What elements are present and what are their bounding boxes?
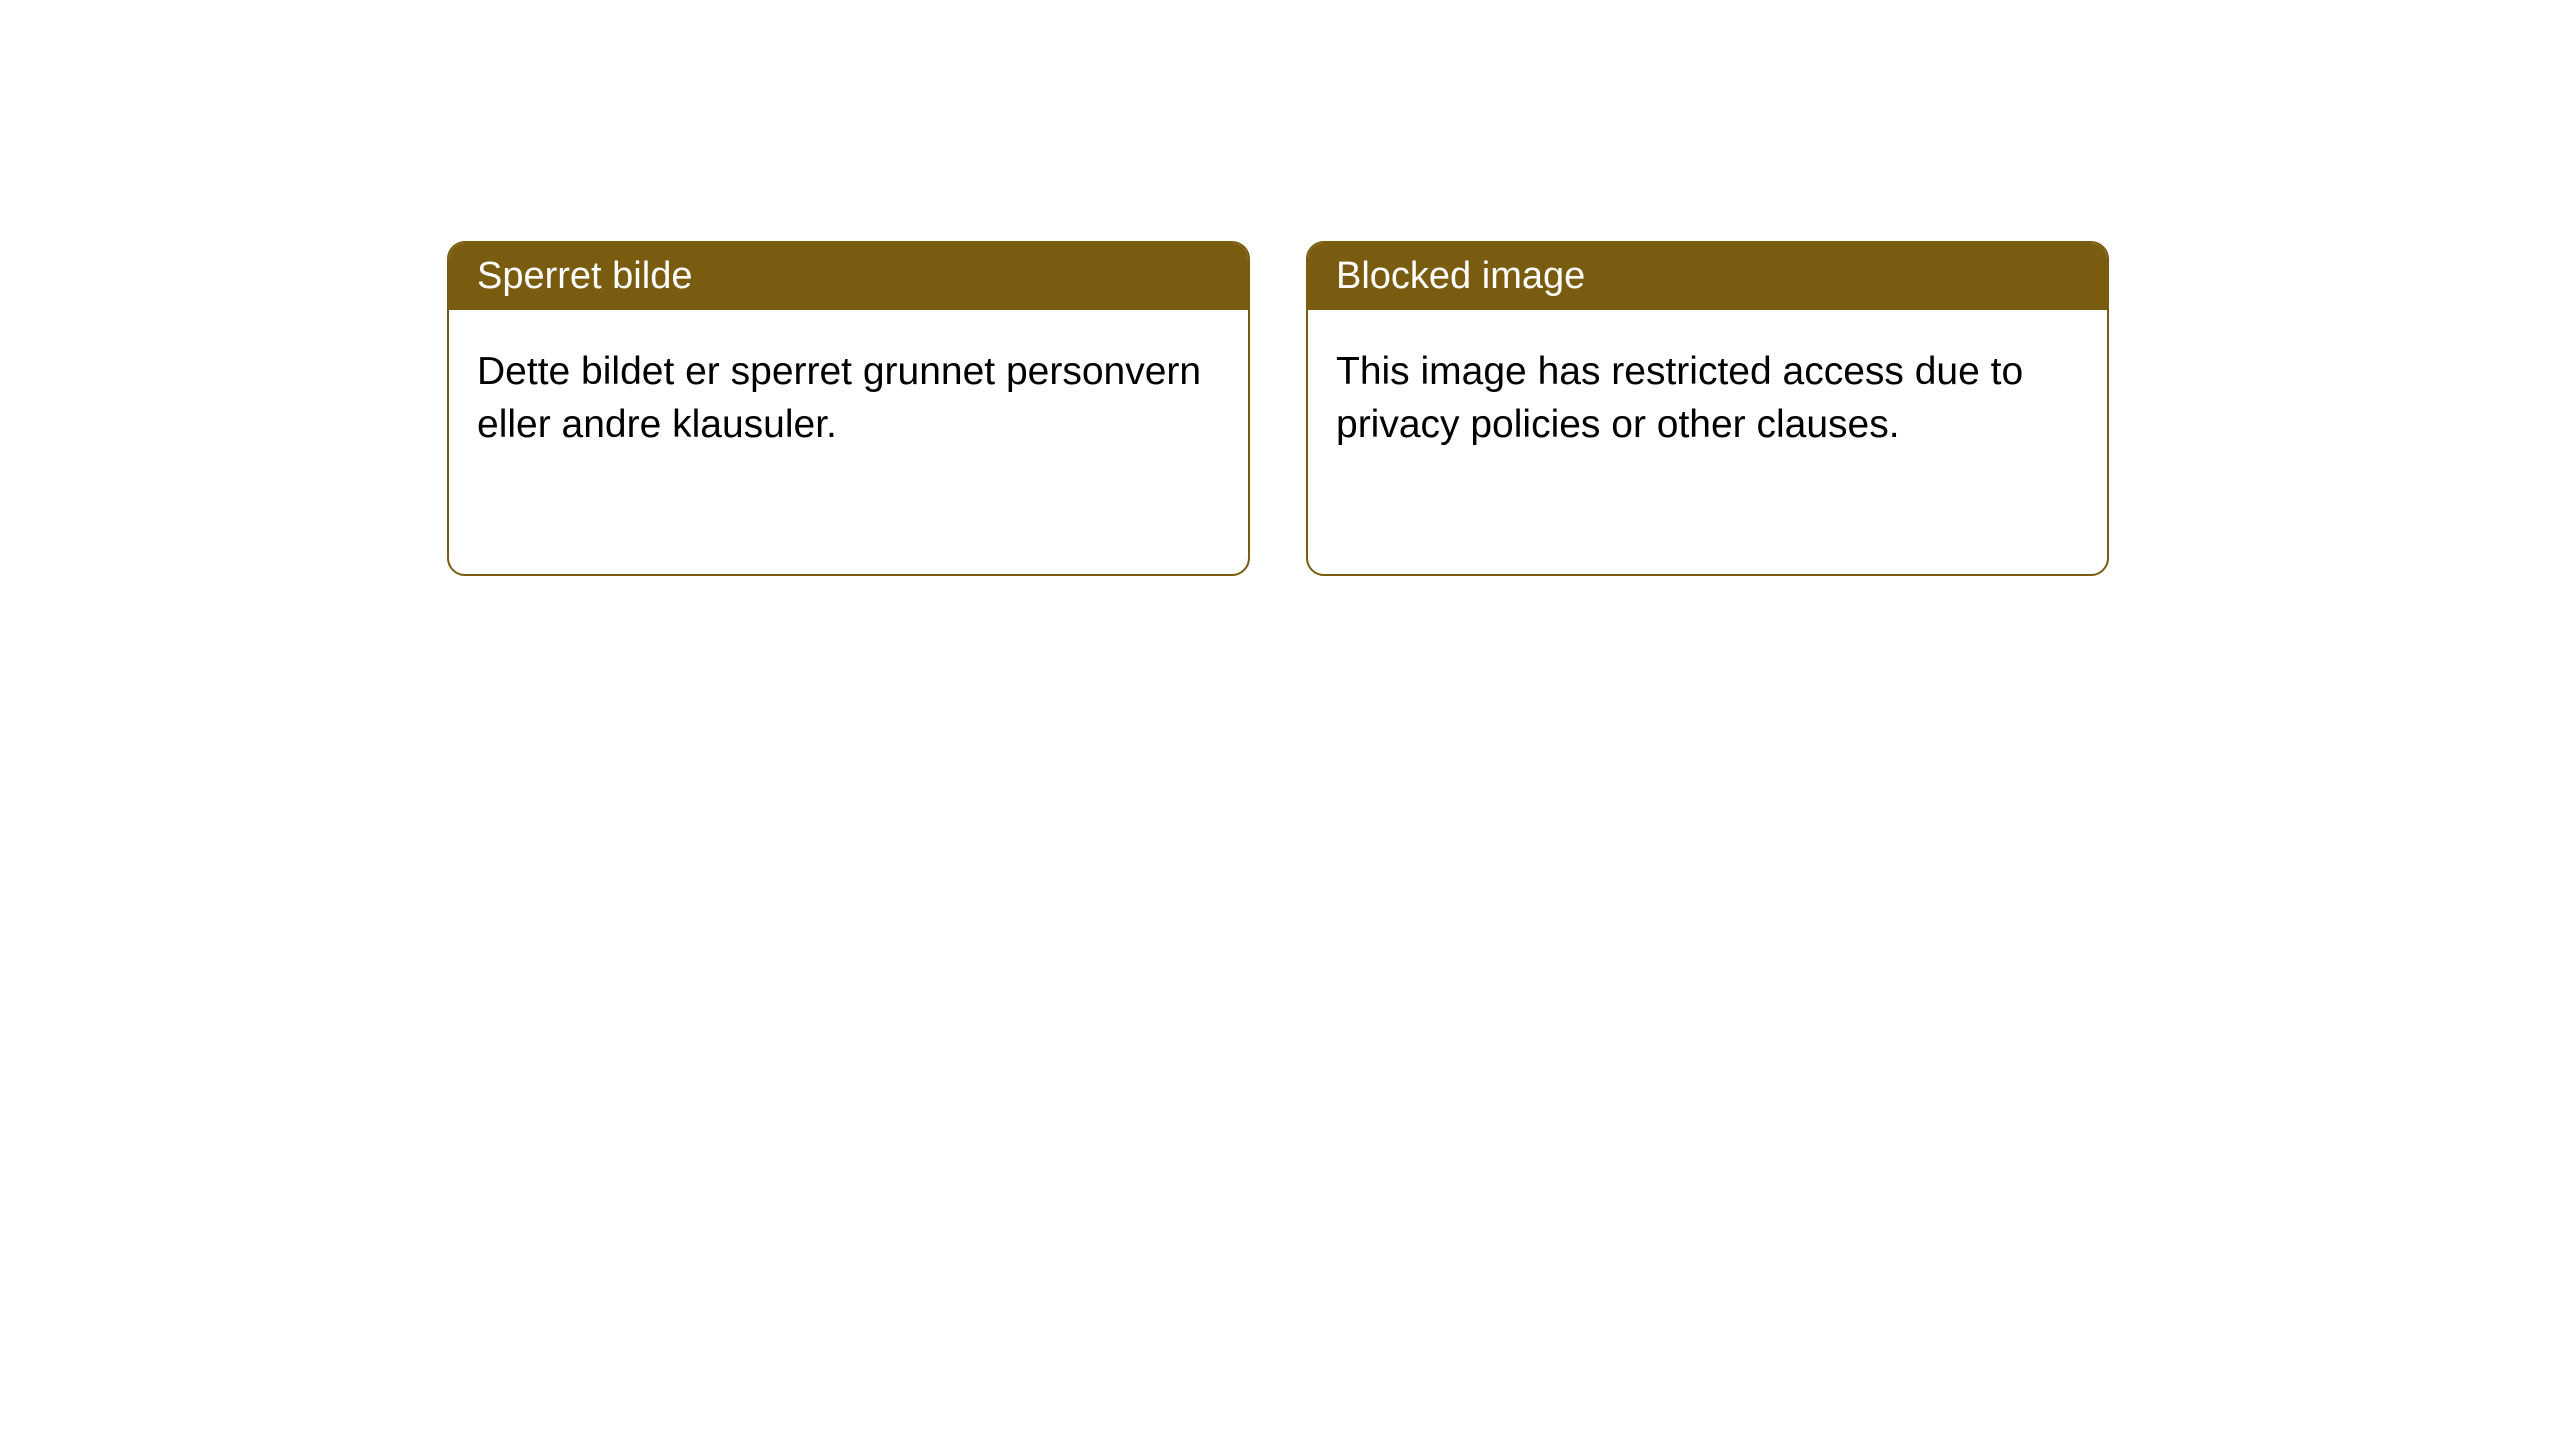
notice-card-english: Blocked image This image has restricted … <box>1306 241 2109 576</box>
card-body: This image has restricted access due to … <box>1308 310 2107 487</box>
notice-card-norwegian: Sperret bilde Dette bildet er sperret gr… <box>447 241 1250 576</box>
card-message: Dette bildet er sperret grunnet personve… <box>477 350 1201 446</box>
card-body: Dette bildet er sperret grunnet personve… <box>449 310 1248 487</box>
card-title: Sperret bilde <box>477 255 692 297</box>
card-header: Blocked image <box>1308 243 2107 310</box>
card-message: This image has restricted access due to … <box>1336 350 2023 446</box>
card-header: Sperret bilde <box>449 243 1248 310</box>
notice-container: Sperret bilde Dette bildet er sperret gr… <box>0 0 2560 576</box>
card-title: Blocked image <box>1336 255 1585 297</box>
